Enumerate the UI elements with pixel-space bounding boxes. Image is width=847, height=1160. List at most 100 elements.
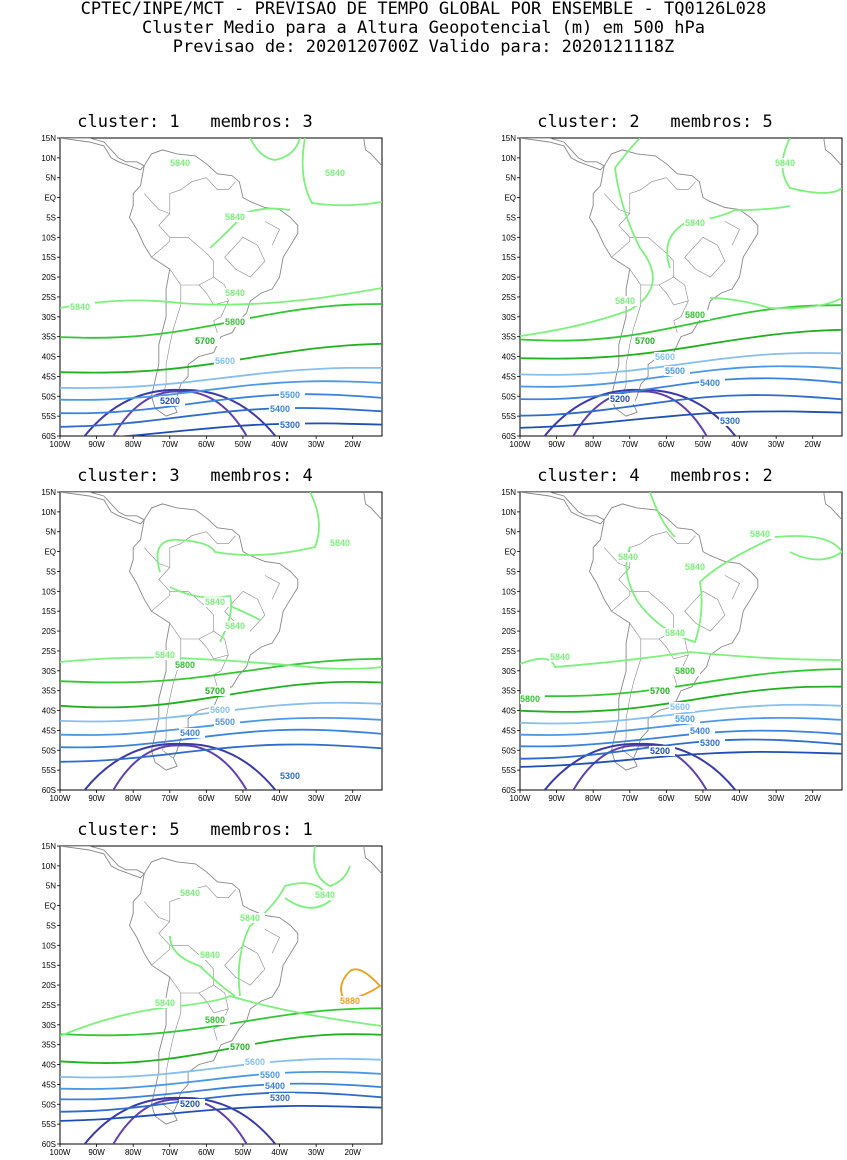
lon-tick-label: 20W (805, 440, 822, 449)
lat-tick-label: 5N (46, 528, 56, 537)
contour-label-bg (684, 310, 710, 320)
contour-label-bg (674, 714, 700, 724)
country-border (684, 591, 726, 632)
lon-tick-label: 50W (695, 794, 712, 803)
contour-line-5600 (60, 366, 382, 389)
page-header: CPTEC/INPE/MCT - PREVISAO DE TEMPO GLOBA… (0, 0, 847, 57)
contour-line-5300 (520, 394, 842, 417)
lat-tick-label: 25S (42, 293, 56, 302)
lat-tick-label: 50S (42, 392, 56, 401)
contour-label-bg (699, 378, 725, 388)
contour-label-bg (194, 336, 220, 346)
contour-label: 5300 (700, 738, 720, 748)
lat-tick-label: 40S (42, 1061, 56, 1070)
country-border (666, 531, 696, 544)
contour-label-bg (179, 1099, 205, 1109)
contour-line-5880 (340, 968, 382, 1003)
contour-label: 5600 (215, 356, 235, 366)
country-border (213, 654, 229, 687)
country-border (264, 929, 280, 954)
contour-line-5840 (781, 138, 842, 194)
lat-tick-label: 5S (506, 213, 516, 222)
lat-tick-label: 30S (502, 313, 516, 322)
lon-tick-label: 80W (125, 440, 142, 449)
contour-line-5800 (520, 668, 842, 698)
contour-label: 5400 (265, 1081, 285, 1091)
contour-label-bg (279, 771, 305, 781)
lat-tick-label: 55S (42, 412, 56, 421)
lon-tick-label: 30W (768, 440, 785, 449)
lat-tick-label: 45S (502, 726, 516, 735)
contour-label: 5840 (155, 650, 175, 660)
lat-tick-label: 5S (506, 567, 516, 576)
lat-tick-label: 30S (42, 313, 56, 322)
contour-label-bg (169, 158, 195, 168)
contour-label-bg (279, 390, 305, 400)
lat-tick-label: 10N (41, 862, 56, 871)
map-frame (59, 137, 383, 437)
contour-label: 5300 (280, 420, 300, 430)
contour-line-5400 (60, 393, 382, 415)
contour-label: 5840 (180, 888, 200, 898)
contour-label-bg (199, 950, 225, 960)
country-border (213, 300, 229, 333)
lon-tick-label: 90W (548, 440, 565, 449)
lat-tick-label: 5S (46, 921, 56, 930)
lat-tick-label: 55S (502, 412, 516, 421)
contour-label: 5840 (70, 302, 90, 312)
lon-tick-label: 40W (271, 1148, 288, 1157)
lon-tick-label: 80W (585, 794, 602, 803)
contour-line (112, 390, 248, 436)
contour-label-bg (684, 218, 710, 228)
coastline-central-america (60, 138, 145, 171)
contour-label: 5300 (720, 416, 740, 426)
country-border (143, 547, 170, 568)
lat-tick-label: 15N (41, 134, 56, 143)
contour-label-bg (214, 356, 240, 366)
contour-line-5840 (237, 882, 332, 997)
country-border (264, 575, 280, 600)
contour-label-bg (314, 890, 340, 900)
contour-line-5840 (60, 287, 382, 309)
contour-line (83, 388, 277, 436)
lat-tick-label: 10S (42, 941, 56, 950)
geopotential-map: 5840584058405840580057005600550054005300… (41, 488, 383, 803)
lat-tick-label: 10N (501, 508, 516, 517)
contour-label: 5700 (635, 336, 655, 346)
contour-label-bg (699, 738, 725, 748)
contour-label-bg (719, 416, 745, 426)
contour-label-bg (204, 1015, 230, 1025)
contour-label: 5840 (750, 529, 770, 539)
lon-tick-label: 80W (125, 1148, 142, 1157)
contour-label-bg (279, 420, 305, 430)
lat-tick-label: 60S (42, 432, 56, 441)
lat-tick-label: 20S (42, 273, 56, 282)
country-border (206, 885, 236, 898)
contour-label: 5200 (650, 746, 670, 756)
lat-tick-label: 25S (42, 1001, 56, 1010)
contour-label-bg (549, 652, 575, 662)
lat-tick-label: 60S (502, 432, 516, 441)
map-frame (519, 137, 843, 437)
coastline-south-america (129, 857, 299, 1125)
contour-label-bg (174, 660, 200, 670)
map-panel-cluster-2: cluster: 2 membros: 5 5840 5840 5840 5800 570… (490, 112, 843, 452)
contour-label: 5840 (205, 597, 225, 607)
contour-label: 5500 (260, 1070, 280, 1080)
geopotential-map: 5840 5840 5840 5840 5880 5840 5800 5700 5600 5500… (41, 842, 383, 1157)
contour-label: 5500 (280, 390, 300, 400)
contour-line-5840 (60, 656, 382, 670)
lon-tick-label: 60W (658, 794, 675, 803)
contour-line-5800 (60, 1007, 382, 1037)
lat-tick-label: 35S (42, 333, 56, 342)
coastline-africa (363, 492, 382, 521)
country-border (603, 547, 630, 568)
contour-line-5500 (60, 380, 382, 401)
contour-line-5300 (520, 738, 842, 760)
contour-line-5840 (666, 205, 791, 269)
contour-label: 5880 (340, 996, 360, 1006)
country-border (684, 237, 726, 278)
contour-label: 5800 (675, 666, 695, 676)
country-border (724, 221, 740, 246)
contour-line-5300 (60, 407, 382, 428)
